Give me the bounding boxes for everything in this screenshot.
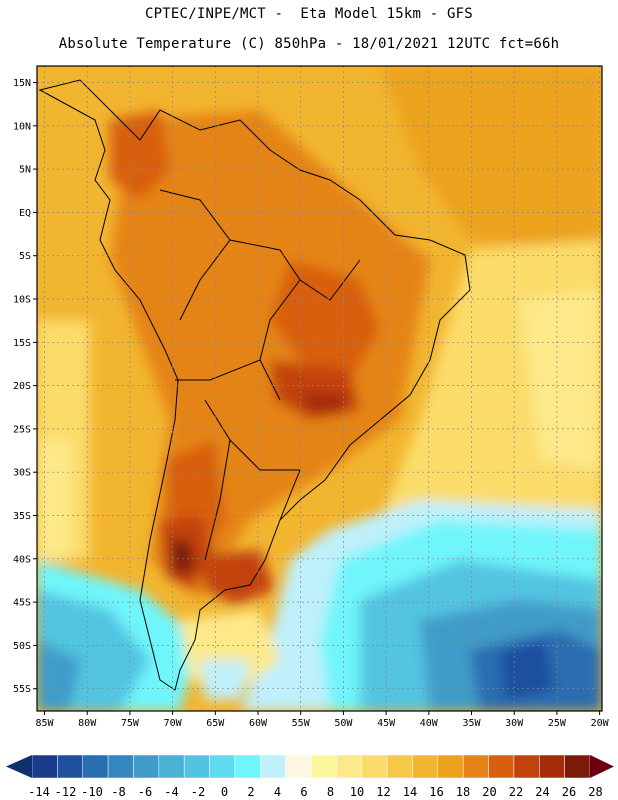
- colorbar-label: -10: [81, 785, 103, 799]
- temperature-field: [37, 66, 602, 711]
- colorbar-label: 26: [562, 785, 576, 799]
- colorbar-box: [57, 754, 83, 779]
- lon-label: 20W: [591, 718, 610, 729]
- colorbar-box: [412, 754, 439, 779]
- lat-label: 25S: [13, 424, 31, 435]
- colorbar-box: [539, 754, 565, 779]
- colorbar-label: 2: [247, 785, 254, 799]
- colorbar-box: [133, 754, 160, 779]
- colorbar-box: [386, 754, 413, 779]
- lon-label: 30W: [505, 718, 524, 729]
- colorbar-label: -8: [111, 785, 125, 799]
- plot-frame: [36, 65, 603, 712]
- lat-label: 45S: [13, 598, 31, 609]
- latitude-labels: 15N 10N 5N EQ 5S 10S 15S 20S 25S 30S 35S 40S 45S 50S 5…: [13, 78, 31, 695]
- colorbar-box: [183, 754, 210, 779]
- colorbar-label: -14: [28, 785, 50, 799]
- colorbar-box: [336, 754, 362, 779]
- colorbar-box: [31, 754, 58, 779]
- colorbar-label: 6: [300, 785, 307, 799]
- colorbar-right-arrow: [590, 755, 614, 778]
- colorbar-label: 0: [221, 785, 228, 799]
- colorbar-box: [564, 754, 591, 779]
- colorbar-label: -2: [191, 785, 205, 799]
- colorbar-label: 28: [588, 785, 602, 799]
- colorbar-box: [234, 754, 261, 779]
- colorbar-label: 4: [274, 785, 281, 799]
- gridlines: [37, 66, 602, 711]
- colorbar-box: [82, 754, 109, 779]
- colorbar-boxes: [31, 754, 591, 779]
- colorbar-label: 16: [429, 785, 443, 799]
- lat-label: 30S: [13, 468, 31, 479]
- colorbar-labels: -14 -12 -10 -8 -6 -4 -2 0 2 4 6 8 10 12 14 16 18 20 22 24 26…: [28, 785, 603, 799]
- colorbar-label: -6: [138, 785, 152, 799]
- colorbar-box: [437, 754, 464, 779]
- lon-label: 85W: [35, 718, 54, 729]
- lon-label: 65W: [206, 718, 225, 729]
- lat-label: 5S: [19, 251, 31, 262]
- lat-label: 15S: [13, 338, 31, 349]
- lat-label: 10N: [13, 121, 31, 132]
- lon-label: 45W: [377, 718, 396, 729]
- colorbar-label: 18: [456, 785, 470, 799]
- colorbar-box: [310, 754, 337, 779]
- coastlines: [38, 79, 471, 691]
- lon-label: 70W: [164, 718, 183, 729]
- lat-label: 50S: [13, 641, 31, 652]
- lat-label: 35S: [13, 511, 31, 522]
- lon-label: 25W: [548, 718, 567, 729]
- colorbar-label: 24: [535, 785, 549, 799]
- title-line-2: Absolute Temperature (C) 850hPa - 18/01/…: [58, 36, 560, 52]
- lat-label: 10S: [13, 295, 31, 306]
- colorbar-box: [158, 754, 185, 779]
- colorbar-label: 12: [376, 785, 390, 799]
- colorbar-box: [260, 754, 286, 779]
- colorbar-label: -12: [55, 785, 77, 799]
- colorbar-box: [513, 754, 540, 779]
- colorbar-box: [361, 754, 388, 779]
- longitude-labels: 85W 80W 75W 70W 65W 60W 55W 50W 45W 40W 35W 30W 25W 2…: [35, 718, 609, 729]
- lon-label: 60W: [249, 718, 268, 729]
- lat-label: 55S: [13, 684, 31, 695]
- colorbar-label: 22: [509, 785, 523, 799]
- colorbar-left-arrow: [6, 755, 32, 778]
- lat-label: 20S: [13, 381, 31, 392]
- lon-label: 80W: [78, 718, 97, 729]
- lon-label: 75W: [121, 718, 140, 729]
- lat-label: 5N: [19, 165, 31, 176]
- colorbar-label: 8: [327, 785, 334, 799]
- colorbar-label: 20: [482, 785, 496, 799]
- colorbar-box: [285, 754, 312, 779]
- colorbar-box: [107, 754, 134, 779]
- colorbar-box: [488, 754, 515, 779]
- lon-label: 40W: [420, 718, 439, 729]
- lat-label: EQ: [19, 208, 31, 219]
- lat-label: 40S: [13, 554, 31, 565]
- title-line-1: CPTEC/INPE/MCT - Eta Model 15km - GFS: [145, 6, 473, 22]
- lat-label: 15N: [13, 78, 31, 89]
- colorbar-box: [462, 754, 489, 779]
- colorbar-label: 14: [403, 785, 417, 799]
- lon-label: 50W: [334, 718, 353, 729]
- colorbar-box: [209, 754, 236, 779]
- colorbar-label: 10: [350, 785, 364, 799]
- axis-ticks: [33, 82, 601, 715]
- colorbar-label: -4: [164, 785, 178, 799]
- lon-label: 55W: [292, 718, 311, 729]
- lon-label: 35W: [462, 718, 481, 729]
